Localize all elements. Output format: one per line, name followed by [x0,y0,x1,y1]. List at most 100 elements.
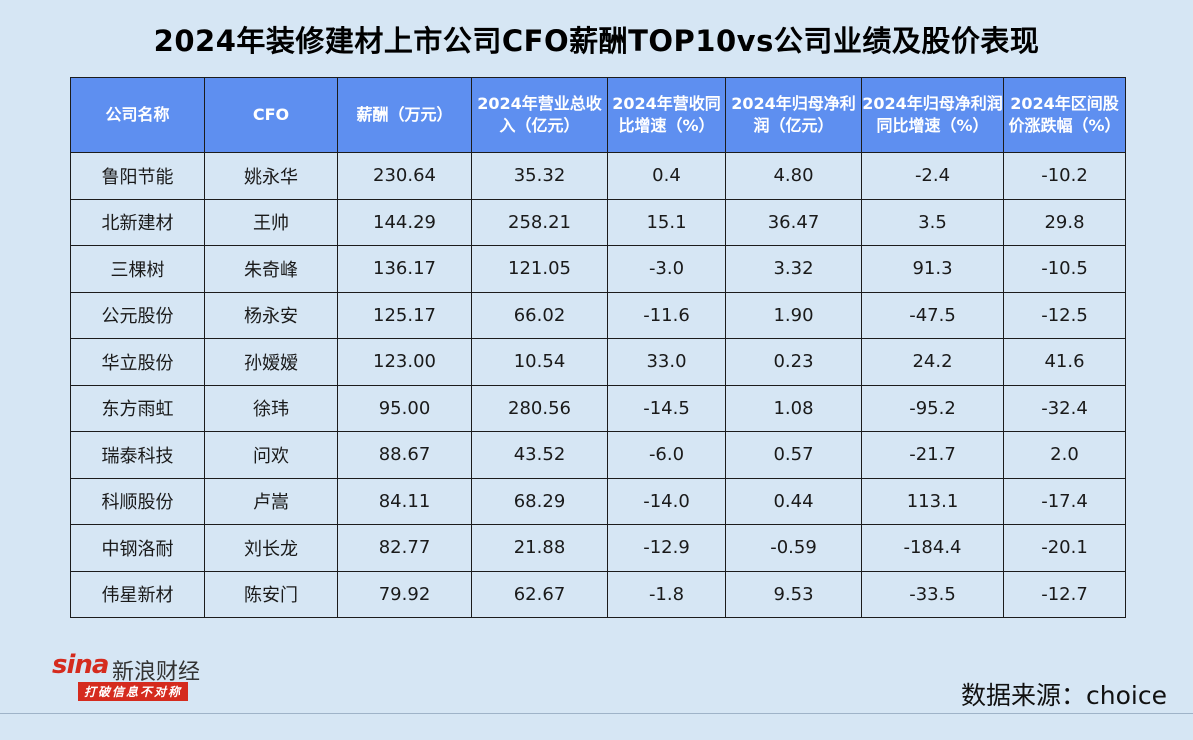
cell-net-profit: 4.80 [725,152,862,200]
cell-company: 瑞泰科技 [70,431,205,479]
cell-salary: 95.00 [337,384,472,432]
cell-stock-change: -17.4 [1003,477,1126,525]
table-row: 瑞泰科技 问欢 88.67 43.52 -6.0 0.57 -21.7 2.0 [70,431,1126,479]
table-row: 鲁阳节能 姚永华 230.64 35.32 0.4 4.80 -2.4 -10.2 [70,152,1126,200]
cell-cfo: 问欢 [204,431,338,479]
sina-finance-logo: sina 新浪财经 打破信息不对称 [52,650,232,705]
cell-company: 鲁阳节能 [70,152,205,200]
cell-stock-change: -12.5 [1003,291,1126,339]
cfo-salary-table: 公司名称 CFO 薪酬（万元） 2024年营业总收入（亿元） 2024年营收同比… [70,77,1126,618]
cell-cfo: 姚永华 [204,152,338,200]
cell-net-profit-growth: -184.4 [861,524,1004,572]
cell-salary: 144.29 [337,198,472,246]
cell-company: 伟星新材 [70,570,205,618]
cell-revenue-growth: 15.1 [607,198,726,246]
cell-cfo: 徐玮 [204,384,338,432]
cell-cfo: 刘长龙 [204,524,338,572]
header-net-profit: 2024年归母净利润（亿元） [725,77,862,153]
table-row: 三棵树 朱奇峰 136.17 121.05 -3.0 3.32 91.3 -10.5 [70,245,1126,293]
table-row: 伟星新材 陈安门 79.92 62.67 -1.8 9.53 -33.5 -12.7 [70,570,1126,618]
table-row: 华立股份 孙嫒嫒 123.00 10.54 33.0 0.23 24.2 41.6 [70,338,1126,386]
header-company: 公司名称 [70,77,205,153]
cell-stock-change: 41.6 [1003,338,1126,386]
cell-revenue-growth: 33.0 [607,338,726,386]
cell-revenue: 35.32 [471,152,608,200]
cell-company: 公元股份 [70,291,205,339]
cell-cfo: 朱奇峰 [204,245,338,293]
cell-company: 科顺股份 [70,477,205,525]
footer-divider [0,713,1193,714]
cell-revenue: 10.54 [471,338,608,386]
cell-revenue-growth: -14.5 [607,384,726,432]
cell-company: 三棵树 [70,245,205,293]
cell-salary: 230.64 [337,152,472,200]
cell-revenue: 280.56 [471,384,608,432]
cell-stock-change: -10.2 [1003,152,1126,200]
table-row: 北新建材 王帅 144.29 258.21 15.1 36.47 3.5 29.8 [70,198,1126,246]
cell-salary: 88.67 [337,431,472,479]
cell-net-profit-growth: 24.2 [861,338,1004,386]
cell-revenue: 121.05 [471,245,608,293]
cell-revenue-growth: -11.6 [607,291,726,339]
cell-salary: 136.17 [337,245,472,293]
table-row: 科顺股份 卢嵩 84.11 68.29 -14.0 0.44 113.1 -17.4 [70,477,1126,525]
cell-net-profit: 9.53 [725,570,862,618]
table-row: 中钢洛耐 刘长龙 82.77 21.88 -12.9 -0.59 -184.4 -20.1 [70,524,1126,572]
cell-cfo: 陈安门 [204,570,338,618]
logo-slogan: 打破信息不对称 [78,682,189,701]
cell-salary: 82.77 [337,524,472,572]
cell-revenue: 66.02 [471,291,608,339]
cell-cfo: 卢嵩 [204,477,338,525]
cell-cfo: 孙嫒嫒 [204,338,338,386]
cell-salary: 123.00 [337,338,472,386]
header-revenue: 2024年营业总收入（亿元） [471,77,608,153]
cell-net-profit-growth: -21.7 [861,431,1004,479]
cell-net-profit-growth: -95.2 [861,384,1004,432]
cell-revenue: 43.52 [471,431,608,479]
cell-net-profit-growth: 91.3 [861,245,1004,293]
cell-cfo: 王帅 [204,198,338,246]
cell-stock-change: 29.8 [1003,198,1126,246]
cell-net-profit: 0.57 [725,431,862,479]
cell-revenue: 21.88 [471,524,608,572]
cell-company: 北新建材 [70,198,205,246]
cell-net-profit: 36.47 [725,198,862,246]
cell-revenue-growth: 0.4 [607,152,726,200]
cell-stock-change: -20.1 [1003,524,1126,572]
cell-net-profit-growth: -33.5 [861,570,1004,618]
cell-salary: 125.17 [337,291,472,339]
cell-revenue: 258.21 [471,198,608,246]
logo-brand: sina [52,650,109,680]
cell-revenue-growth: -6.0 [607,431,726,479]
cell-company: 华立股份 [70,338,205,386]
cell-stock-change: -12.7 [1003,570,1126,618]
cell-company: 中钢洛耐 [70,524,205,572]
cell-stock-change: -10.5 [1003,245,1126,293]
cell-stock-change: -32.4 [1003,384,1126,432]
cell-net-profit-growth: -47.5 [861,291,1004,339]
cell-net-profit: 0.44 [725,477,862,525]
cell-revenue-growth: -14.0 [607,477,726,525]
cell-stock-change: 2.0 [1003,431,1126,479]
header-revenue-growth: 2024年营收同比增速（%） [607,77,726,153]
cell-salary: 79.92 [337,570,472,618]
table-row: 东方雨虹 徐玮 95.00 280.56 -14.5 1.08 -95.2 -32.4 [70,384,1126,432]
page-title: 2024年装修建材上市公司CFO薪酬TOP10vs公司业绩及股价表现 [153,24,1040,58]
data-source: 数据来源：choice [961,681,1167,710]
table-row: 公元股份 杨永安 125.17 66.02 -11.6 1.90 -47.5 -12.5 [70,291,1126,339]
cell-salary: 84.11 [337,477,472,525]
cell-cfo: 杨永安 [204,291,338,339]
header-salary: 薪酬（万元） [337,77,472,153]
header-cfo: CFO [204,77,338,153]
table-header-row: 公司名称 CFO 薪酬（万元） 2024年营业总收入（亿元） 2024年营收同比… [70,77,1126,153]
header-net-profit-growth: 2024年归母净利润同比增速（%） [861,77,1004,153]
cell-net-profit: 1.90 [725,291,862,339]
cell-net-profit: 1.08 [725,384,862,432]
cell-net-profit: 3.32 [725,245,862,293]
cell-revenue: 68.29 [471,477,608,525]
cell-company: 东方雨虹 [70,384,205,432]
cell-net-profit-growth: -2.4 [861,152,1004,200]
logo-name: 新浪财经 [112,660,201,685]
cell-net-profit-growth: 113.1 [861,477,1004,525]
cell-net-profit: 0.23 [725,338,862,386]
